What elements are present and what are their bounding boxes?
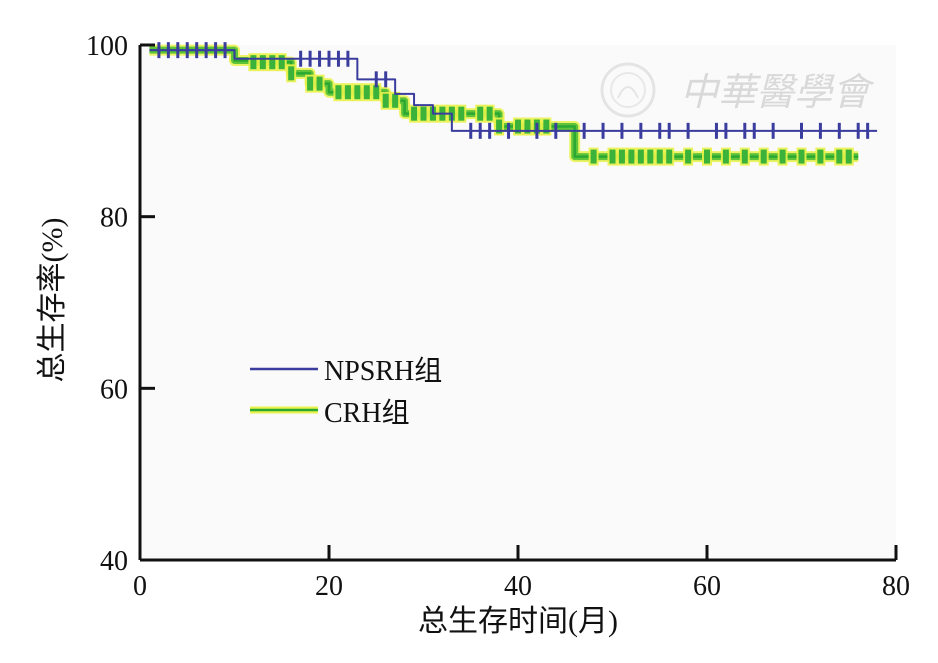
censor-mark: [798, 149, 805, 164]
censor-mark: [817, 149, 824, 164]
y-tick-label: 60: [100, 374, 128, 405]
censor-mark: [666, 149, 673, 164]
censor-mark: [656, 149, 663, 164]
censor-mark: [704, 149, 710, 164]
ticks-layer: 0 20 40 60 80 40 60 80 100: [86, 31, 910, 602]
censor-mark: [836, 149, 843, 164]
censor-mark: [760, 149, 767, 164]
x-tick-label: 40: [504, 571, 532, 602]
censor-mark: [307, 76, 314, 91]
censor-mark: [515, 119, 521, 134]
censor-mark: [647, 149, 654, 164]
censor-mark: [335, 85, 342, 100]
censor-mark: [741, 149, 748, 164]
x-tick-label: 80: [882, 571, 910, 602]
censor-mark: [845, 149, 852, 164]
censor-mark: [373, 85, 380, 100]
plot-layer: [149, 42, 878, 166]
censor-mark: [458, 106, 465, 121]
y-tick-label: 80: [100, 203, 128, 234]
censor-mark: [392, 93, 399, 108]
censor-mark: [363, 85, 370, 100]
censor-mark: [609, 149, 616, 164]
censor-mark: [278, 55, 285, 70]
series-group-1: [149, 44, 859, 166]
censor-mark: [250, 55, 257, 70]
censor-mark: [543, 119, 550, 134]
y-tick-label: 100: [86, 31, 128, 62]
censor-mark: [496, 119, 503, 134]
x-tick-label: 0: [133, 571, 147, 602]
censor-mark: [628, 149, 635, 164]
censor-mark: [685, 149, 692, 164]
censor-mark: [269, 55, 276, 70]
censor-mark: [524, 119, 531, 134]
censor-mark: [779, 149, 786, 164]
censor-mark: [486, 106, 493, 121]
legend-label-crh: CRH组: [324, 397, 410, 429]
x-tick-label: 60: [693, 571, 721, 602]
censor-mark: [590, 149, 597, 164]
series-group-0: [149, 42, 878, 139]
x-tick-label: 20: [315, 571, 343, 602]
censor-mark: [316, 76, 323, 91]
y-axis-label: 总生存率(%): [36, 218, 69, 383]
censor-mark: [288, 66, 295, 81]
y-tick-label: 40: [100, 546, 128, 577]
censor-mark: [477, 106, 484, 121]
x-axis-label: 总生存时间(月): [418, 605, 618, 638]
watermark-seal: [600, 62, 656, 118]
legend: NPSRH组 CRH组: [250, 355, 442, 429]
watermark-text: 中華醫學會: [680, 72, 875, 114]
series-line: [149, 49, 878, 132]
censor-mark: [411, 106, 418, 121]
censor-mark: [354, 85, 361, 100]
censor-mark: [420, 106, 427, 121]
censor-mark: [722, 149, 729, 164]
censor-mark: [344, 85, 351, 100]
legend-label-npsrh: NPSRH组: [324, 355, 442, 387]
censor-mark: [637, 149, 644, 164]
censor-mark: [382, 93, 389, 108]
censor-mark: [618, 149, 625, 164]
censor-mark: [259, 55, 266, 70]
